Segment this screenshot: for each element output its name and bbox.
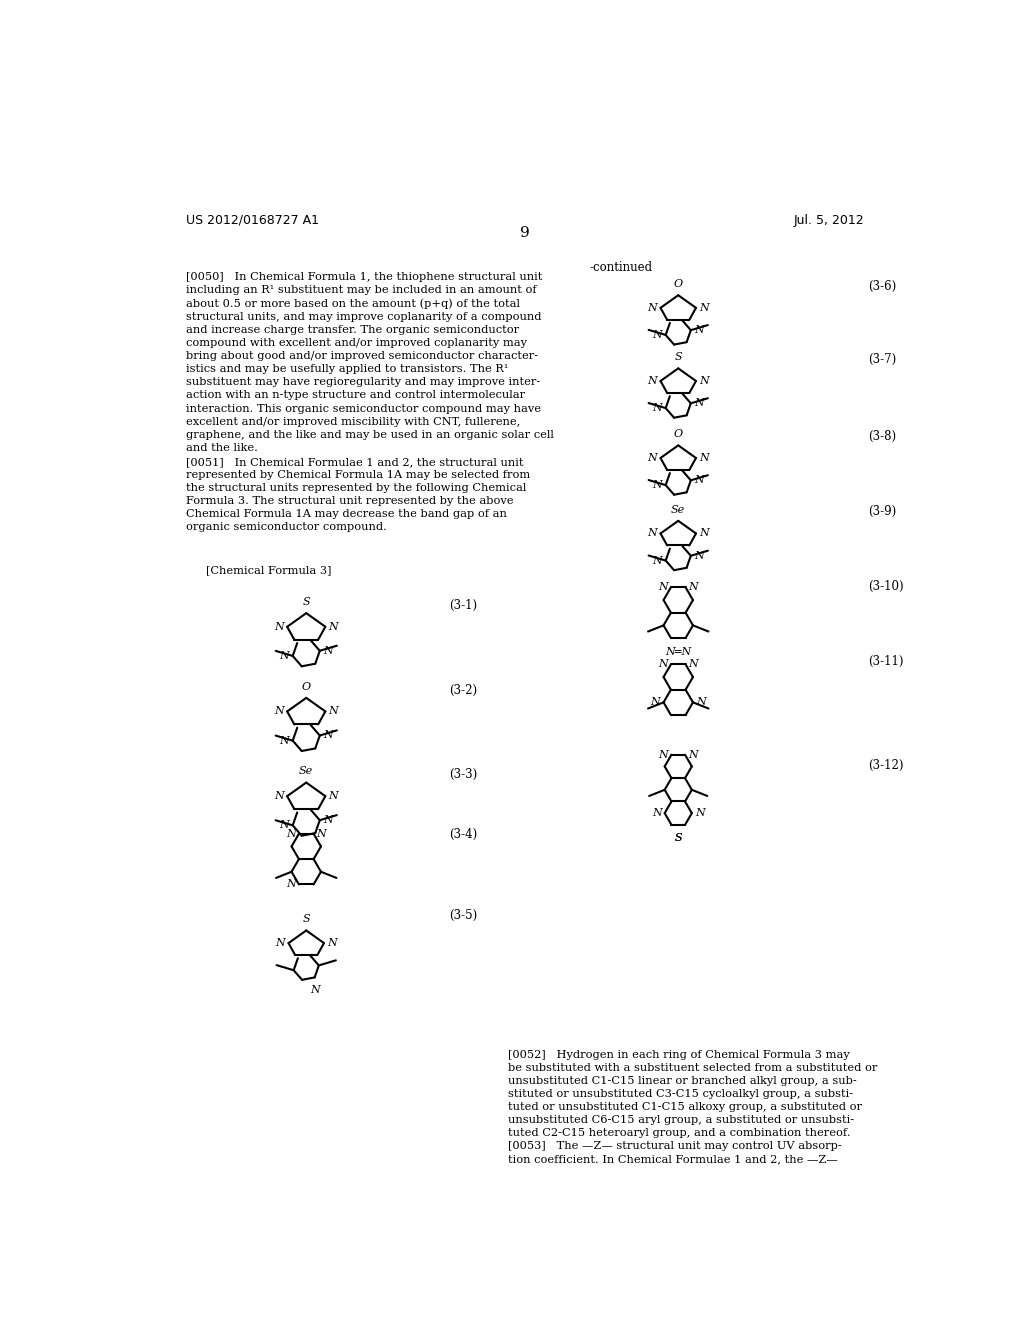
Text: N: N — [694, 475, 705, 486]
Text: O: O — [674, 429, 683, 440]
Text: N: N — [329, 791, 338, 801]
Text: (3-1): (3-1) — [450, 599, 478, 612]
Text: N: N — [329, 706, 338, 717]
Text: N: N — [658, 750, 669, 760]
Text: N: N — [275, 939, 286, 948]
Text: S: S — [302, 597, 310, 607]
Text: N: N — [650, 697, 660, 708]
Text: (3-8): (3-8) — [868, 430, 896, 444]
Text: N: N — [696, 697, 706, 708]
Text: N: N — [658, 582, 668, 593]
Text: (3-9): (3-9) — [868, 506, 896, 517]
Text: N: N — [647, 302, 657, 313]
Text: N: N — [274, 791, 284, 801]
Text: N: N — [280, 651, 289, 661]
Text: [Chemical Formula 3]: [Chemical Formula 3] — [206, 565, 331, 576]
Text: N: N — [652, 556, 662, 565]
Text: N: N — [329, 622, 338, 632]
Text: N: N — [647, 528, 657, 539]
Text: N: N — [324, 730, 334, 741]
Text: (3-3): (3-3) — [450, 768, 478, 781]
Text: N: N — [699, 528, 709, 539]
Text: N: N — [324, 816, 334, 825]
Text: N: N — [274, 706, 284, 717]
Text: [0050]   In Chemical Formula 1, the thiophene structural unit
including an R¹ su: [0050] In Chemical Formula 1, the thioph… — [186, 272, 554, 453]
Text: (3-2): (3-2) — [450, 684, 478, 697]
Text: O: O — [302, 681, 311, 692]
Text: N: N — [694, 550, 705, 561]
Text: N: N — [694, 325, 705, 335]
Text: N: N — [274, 622, 284, 632]
Text: Se: Se — [671, 504, 685, 515]
Text: [0052]   Hydrogen in each ring of Chemical Formula 3 may
be substituted with a s: [0052] Hydrogen in each ring of Chemical… — [508, 1051, 878, 1164]
Text: (3-11): (3-11) — [868, 655, 903, 668]
Text: (3-7): (3-7) — [868, 354, 896, 366]
Text: S: S — [675, 833, 682, 842]
Text: N: N — [280, 735, 289, 746]
Text: N: N — [327, 939, 337, 948]
Text: (3-10): (3-10) — [868, 581, 904, 594]
Text: -continued: -continued — [589, 261, 652, 273]
Text: S: S — [675, 833, 682, 842]
Text: (3-4): (3-4) — [450, 829, 478, 841]
Text: N: N — [699, 376, 709, 385]
Text: N═N: N═N — [666, 647, 691, 657]
Text: US 2012/0168727 A1: US 2012/0168727 A1 — [186, 214, 319, 227]
Text: N: N — [280, 820, 289, 830]
Text: N: N — [699, 453, 709, 463]
Text: N: N — [647, 453, 657, 463]
Text: N: N — [689, 582, 698, 593]
Text: N: N — [652, 808, 662, 818]
Text: N: N — [699, 302, 709, 313]
Text: N: N — [316, 829, 327, 838]
Text: N: N — [688, 750, 698, 760]
Text: O: O — [674, 279, 683, 289]
Text: N: N — [652, 403, 662, 413]
Text: N: N — [694, 399, 705, 408]
Text: N: N — [324, 645, 334, 656]
Text: N: N — [652, 480, 662, 490]
Text: N: N — [286, 879, 296, 890]
Text: N: N — [689, 660, 698, 669]
Text: N: N — [309, 985, 319, 995]
Text: (3-5): (3-5) — [450, 909, 478, 923]
Text: N: N — [652, 330, 662, 341]
Text: Se: Se — [299, 767, 313, 776]
Text: (3-6): (3-6) — [868, 280, 896, 293]
Text: S: S — [675, 352, 682, 362]
Text: N: N — [647, 376, 657, 385]
Text: 9: 9 — [520, 226, 529, 240]
Text: [0051]   In Chemical Formulae 1 and 2, the structural unit
represented by Chemic: [0051] In Chemical Formulae 1 and 2, the… — [186, 457, 530, 532]
Text: N: N — [286, 829, 296, 838]
Text: (3-12): (3-12) — [868, 759, 903, 772]
Text: Jul. 5, 2012: Jul. 5, 2012 — [794, 214, 864, 227]
Text: N: N — [658, 660, 668, 669]
Text: S: S — [302, 915, 310, 924]
Text: N: N — [695, 808, 705, 818]
